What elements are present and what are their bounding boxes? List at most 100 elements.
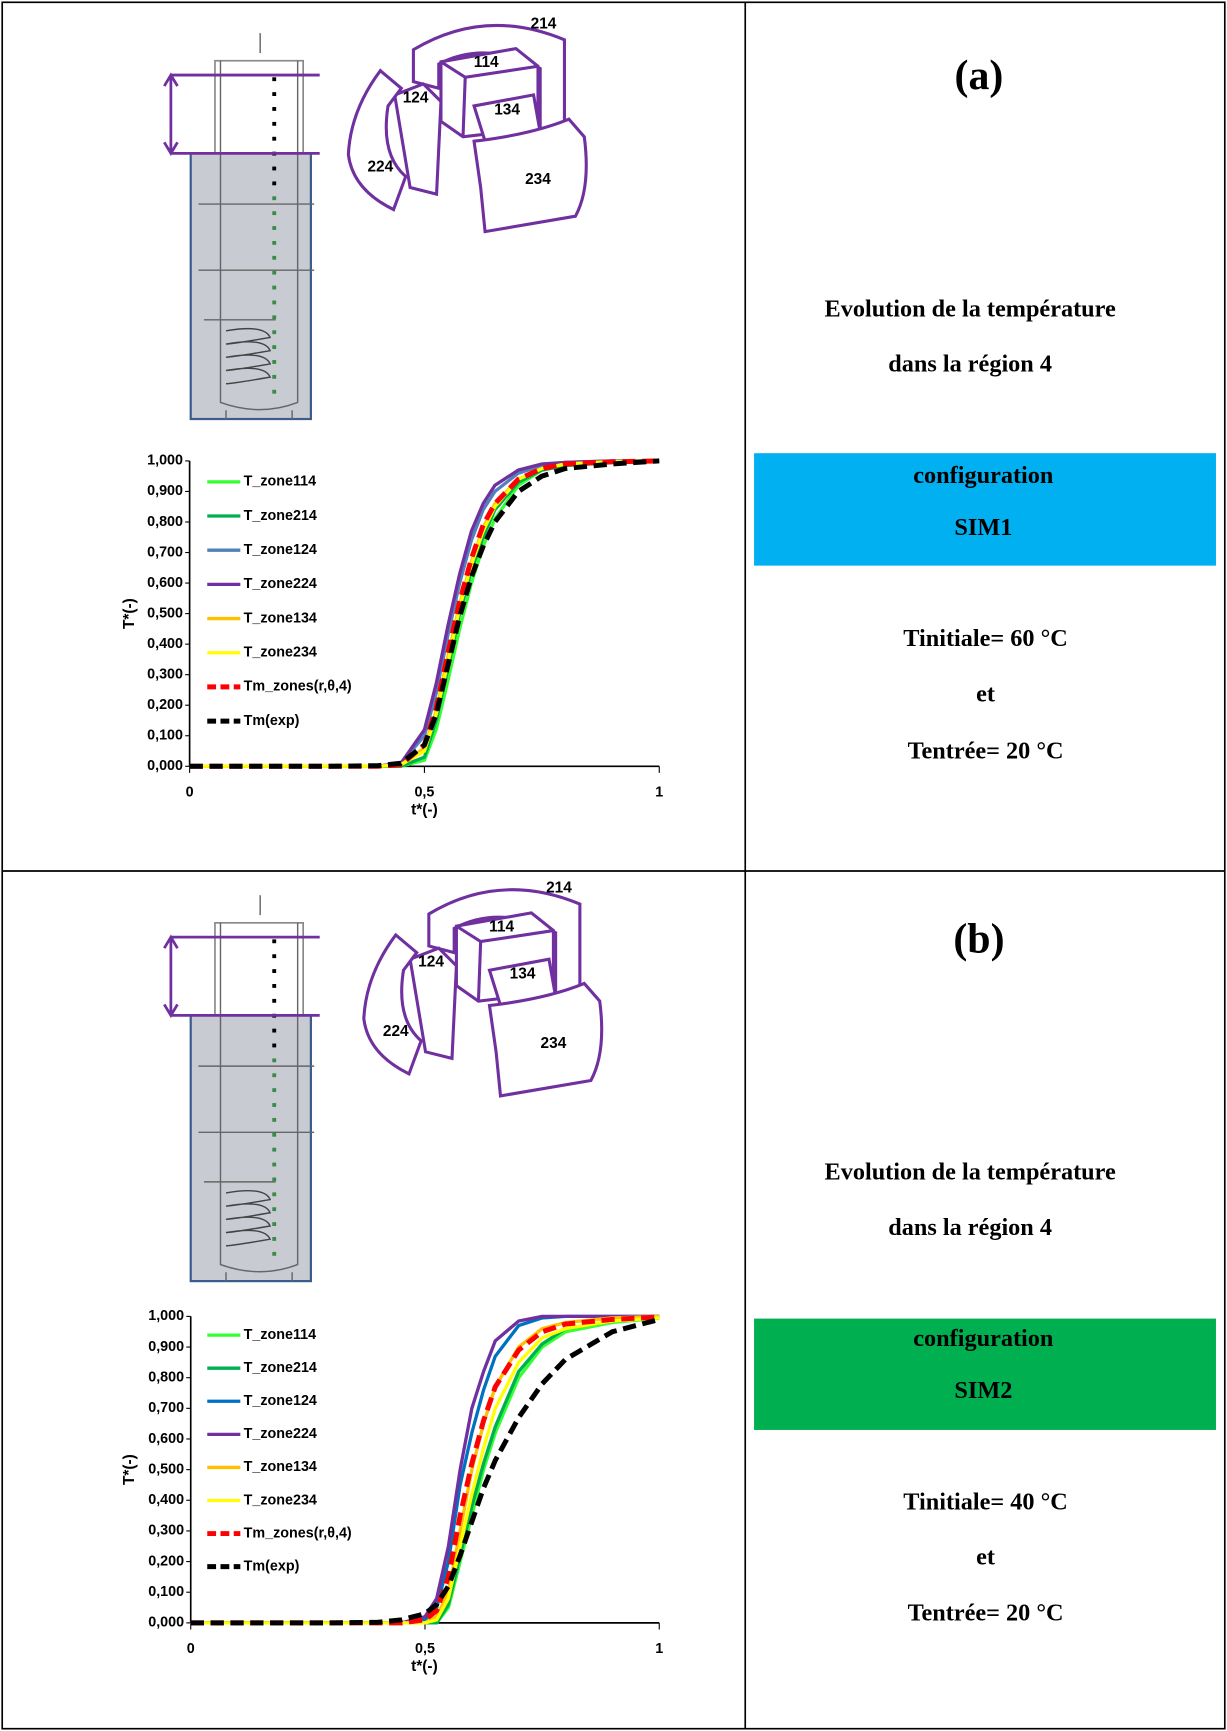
tank-outline [198, 895, 315, 1282]
condition-text: et [976, 1543, 995, 1570]
legend-label: T_zone234 [244, 645, 317, 661]
zone-label: 214 [546, 880, 572, 897]
sensor [272, 954, 277, 959]
zone-label: 224 [383, 1023, 409, 1040]
zone-label: 124 [403, 89, 429, 106]
condition-text: et [976, 680, 995, 707]
sensor [272, 270, 277, 275]
zone-diagram [362, 888, 604, 1098]
legend-label: T_zone134 [244, 1459, 317, 1475]
sensor [272, 1103, 277, 1107]
sensor [272, 1043, 277, 1048]
series-line [189, 458, 660, 769]
sensor [272, 285, 277, 290]
y-tick-label: 0,900 [148, 1339, 184, 1355]
panel-title: dans la région 4 [888, 1214, 1052, 1241]
sensor [272, 360, 277, 364]
y-tick-label: 0,300 [147, 666, 183, 682]
zone-label: 234 [541, 1035, 567, 1052]
tank-body [189, 1014, 312, 1283]
y-tick-label: 0,700 [148, 1400, 184, 1416]
y-tick-label: 0,800 [148, 1369, 184, 1385]
sensor [272, 984, 277, 988]
sensor [272, 1177, 277, 1182]
zone-label: 134 [510, 966, 536, 983]
legend-label: T_zone224 [244, 576, 317, 592]
tank-diagram [163, 895, 320, 1283]
zone-label: 224 [367, 159, 393, 176]
x-axis-label: t*(-) [411, 801, 438, 818]
sensor [272, 240, 277, 245]
configuration-box [754, 1318, 1216, 1430]
sensor [272, 1222, 277, 1226]
zone-block [346, 68, 408, 212]
y-axis-label: T*(-) [121, 598, 138, 629]
sensor [272, 1237, 277, 1241]
sensor [272, 315, 277, 320]
panel-title: Evolution de la température [825, 296, 1116, 323]
series-line [189, 458, 660, 769]
sensor [272, 136, 277, 141]
y-tick-label: 1,000 [148, 1308, 184, 1324]
zone-label: 114 [489, 918, 514, 935]
sensor [272, 1192, 277, 1197]
y-tick-label: 0,600 [148, 1431, 184, 1447]
x-tick-label: 0,5 [414, 785, 434, 801]
sensor [272, 1132, 277, 1137]
zone-block [362, 932, 423, 1076]
sensor [272, 998, 277, 1003]
y-tick-label: 0,400 [147, 636, 183, 652]
x-tick-label: 0 [187, 1641, 195, 1657]
legend-label: Tm_zones(r,θ,4) [244, 679, 352, 695]
y-axis-label: T*(-) [121, 1454, 138, 1485]
legend-label: T_zone224 [244, 1426, 317, 1442]
tank-outline [198, 33, 315, 420]
x-tick-label: 1 [655, 1641, 663, 1657]
condition-text: Tinitiale= 60 °C [903, 625, 1068, 652]
tank-diagram [163, 33, 320, 421]
zone-label: 134 [494, 101, 520, 118]
zone-label: 114 [474, 54, 499, 71]
y-tick-label: 0,500 [147, 605, 183, 621]
sensor [272, 1162, 277, 1167]
y-tick-label: 0,200 [148, 1553, 184, 1569]
zone-label: 124 [418, 954, 444, 971]
configuration-box [754, 453, 1216, 566]
zone-block [487, 981, 604, 1098]
legend-label: T_zone214 [244, 508, 317, 524]
zone-block [472, 117, 588, 234]
sensor [272, 1058, 277, 1063]
sensor [272, 181, 277, 186]
sensor [272, 1088, 277, 1093]
y-tick-label: 0,000 [147, 758, 183, 774]
configuration-text: configuration [913, 462, 1054, 489]
configuration-text: SIM2 [954, 1377, 1012, 1404]
tank-coil [225, 327, 272, 385]
configuration-text: SIM1 [954, 514, 1012, 541]
sensor [272, 121, 277, 126]
sensor [272, 196, 277, 201]
sensor [272, 255, 277, 260]
sensor [272, 969, 277, 973]
y-tick-label: 0,600 [147, 575, 183, 591]
sensor [272, 300, 277, 305]
x-tick-label: 1 [655, 785, 663, 801]
zone-label: 234 [525, 171, 551, 188]
y-tick-label: 0,100 [148, 1584, 184, 1600]
y-tick-label: 0,800 [147, 514, 183, 530]
sensor [272, 389, 277, 394]
x-axis-label: t*(-) [411, 1658, 438, 1675]
legend-label: T_zone124 [244, 1393, 317, 1409]
configuration-text: configuration [913, 1325, 1054, 1352]
sensor [272, 939, 277, 944]
sensor [272, 92, 277, 97]
y-tick-label: 0,400 [148, 1492, 184, 1508]
y-tick-label: 0,100 [147, 728, 183, 744]
sensor [272, 1251, 277, 1256]
zone-label: 214 [531, 15, 557, 32]
zone-diagram [346, 23, 588, 234]
legend-label: T_zone234 [244, 1492, 317, 1508]
zone-block [408, 946, 458, 1061]
